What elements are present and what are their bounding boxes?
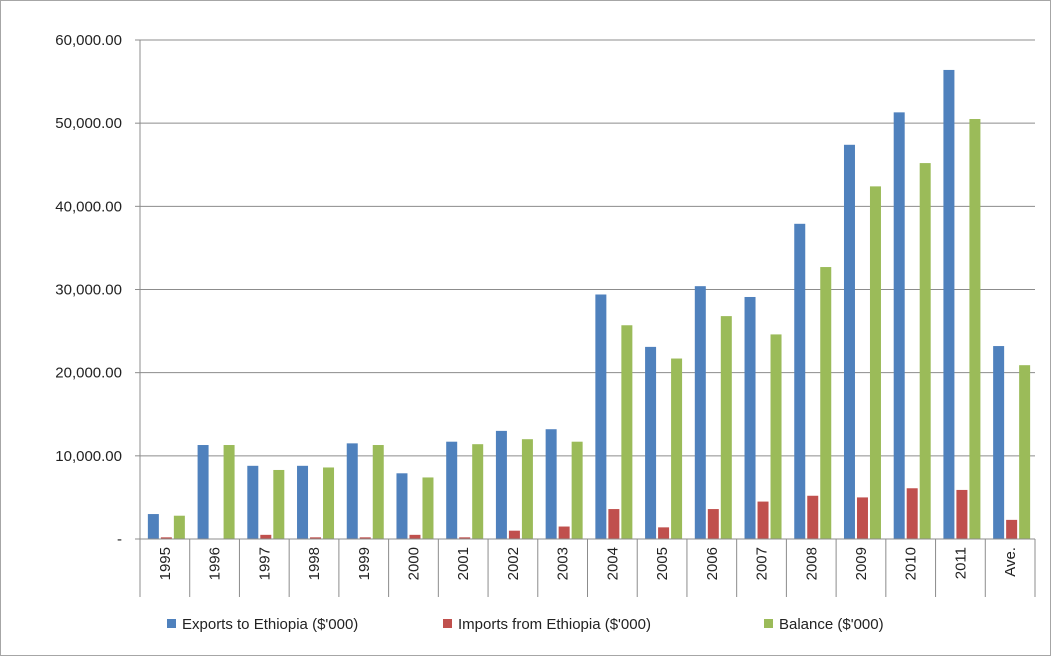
bar-1-4: [359, 537, 371, 539]
x-tick-label: 2009: [853, 547, 870, 580]
legend-swatch-1: [443, 619, 452, 628]
bar-1-9: [608, 509, 620, 539]
bar-1-8: [558, 526, 570, 539]
bar-0-15: [893, 112, 905, 539]
bar-2-14: [869, 186, 881, 539]
bar-0-7: [495, 430, 507, 539]
y-tick-label: 30,000.00: [55, 282, 122, 299]
bar-2-1: [223, 445, 235, 539]
bar-0-11: [694, 286, 706, 539]
x-tick-label: 2010: [903, 547, 920, 580]
x-tick-label: 2007: [754, 547, 771, 580]
bar-0-16: [943, 69, 955, 539]
x-tick-label: 2001: [455, 547, 472, 580]
x-tick-label: 2005: [654, 547, 671, 580]
bar-2-4: [372, 445, 384, 539]
bar-1-0: [160, 537, 172, 539]
y-tick-label: 60,000.00: [55, 32, 122, 49]
x-tick-label: 2004: [604, 547, 621, 580]
legend-label-1: Imports from Ethiopia ($'000): [458, 616, 651, 633]
bar-0-4: [346, 443, 358, 539]
bar-1-10: [658, 527, 670, 539]
bar-1-3: [310, 537, 322, 539]
bar-0-13: [794, 223, 806, 539]
bar-1-13: [807, 495, 819, 539]
bar-2-7: [521, 439, 533, 539]
bar-2-11: [720, 316, 732, 539]
bar-1-5: [409, 534, 421, 539]
bar-0-6: [446, 441, 458, 539]
x-tick-label: 2011: [952, 547, 969, 579]
bar-2-15: [919, 163, 931, 539]
x-tick-label: 2003: [555, 547, 572, 580]
bar-0-1: [197, 445, 209, 539]
x-tick-label: 1995: [157, 547, 174, 580]
grid-layer: [135, 39, 1035, 540]
bar-2-17: [1019, 365, 1031, 539]
bar-2-0: [173, 515, 185, 539]
x-tick-label: 2008: [803, 547, 820, 580]
x-tick-label: 2006: [704, 547, 721, 580]
y-tick-label: 40,000.00: [55, 198, 122, 215]
bar-0-17: [993, 346, 1005, 539]
bar-2-3: [323, 467, 335, 539]
x-tick-label: 2002: [505, 547, 522, 580]
bar-2-8: [571, 441, 583, 539]
legend-swatch-2: [764, 619, 773, 628]
x-tick-label: 1998: [306, 547, 323, 580]
y-tick-label: 10,000.00: [55, 448, 122, 465]
bars-layer: [147, 69, 1031, 540]
x-tick-label: 1997: [256, 547, 273, 580]
bar-0-5: [396, 473, 408, 539]
bar-2-10: [671, 358, 683, 539]
bar-2-12: [770, 334, 782, 539]
bar-1-17: [1006, 519, 1018, 539]
bar-0-12: [744, 296, 756, 539]
y-tick-label: -: [117, 531, 122, 548]
bar-2-6: [472, 444, 484, 539]
legend-swatch-0: [167, 619, 176, 628]
y-tick-label: 20,000.00: [55, 365, 122, 382]
x-tick-label: Ave.: [1002, 547, 1019, 577]
bar-0-10: [645, 346, 657, 539]
legend-label-2: Balance ($'000): [779, 616, 884, 633]
bar-0-0: [147, 514, 159, 539]
bar-1-11: [707, 509, 719, 539]
bar-1-16: [956, 489, 968, 539]
bar-2-2: [273, 469, 285, 539]
axis-layer: - 10,000.00 20,000.00 30,000.00 40,000.00 50,…: [55, 32, 1036, 597]
bar-0-2: [247, 465, 259, 539]
bar-1-15: [906, 488, 918, 539]
x-tick-label: 2000: [405, 547, 422, 580]
legend-label-0: Exports to Ethiopia ($'000): [182, 616, 358, 633]
y-tick-label: 50,000.00: [55, 115, 122, 132]
bar-1-12: [757, 501, 769, 539]
x-tick-label: 1996: [207, 547, 224, 580]
bar-0-14: [843, 144, 855, 540]
bar-0-9: [595, 294, 607, 539]
bar-0-8: [545, 429, 557, 539]
bar-1-14: [856, 497, 868, 539]
bar-1-7: [508, 530, 520, 539]
bar-1-2: [260, 534, 272, 539]
legend-layer: Exports to Ethiopia ($'000) Imports from …: [167, 616, 884, 633]
bar-2-13: [820, 267, 832, 539]
bar-2-16: [969, 119, 981, 539]
bar-0-3: [297, 465, 309, 539]
x-tick-label: 1999: [356, 547, 373, 580]
bar-2-9: [621, 325, 633, 539]
bar-2-5: [422, 477, 434, 539]
bar-1-6: [459, 537, 471, 539]
